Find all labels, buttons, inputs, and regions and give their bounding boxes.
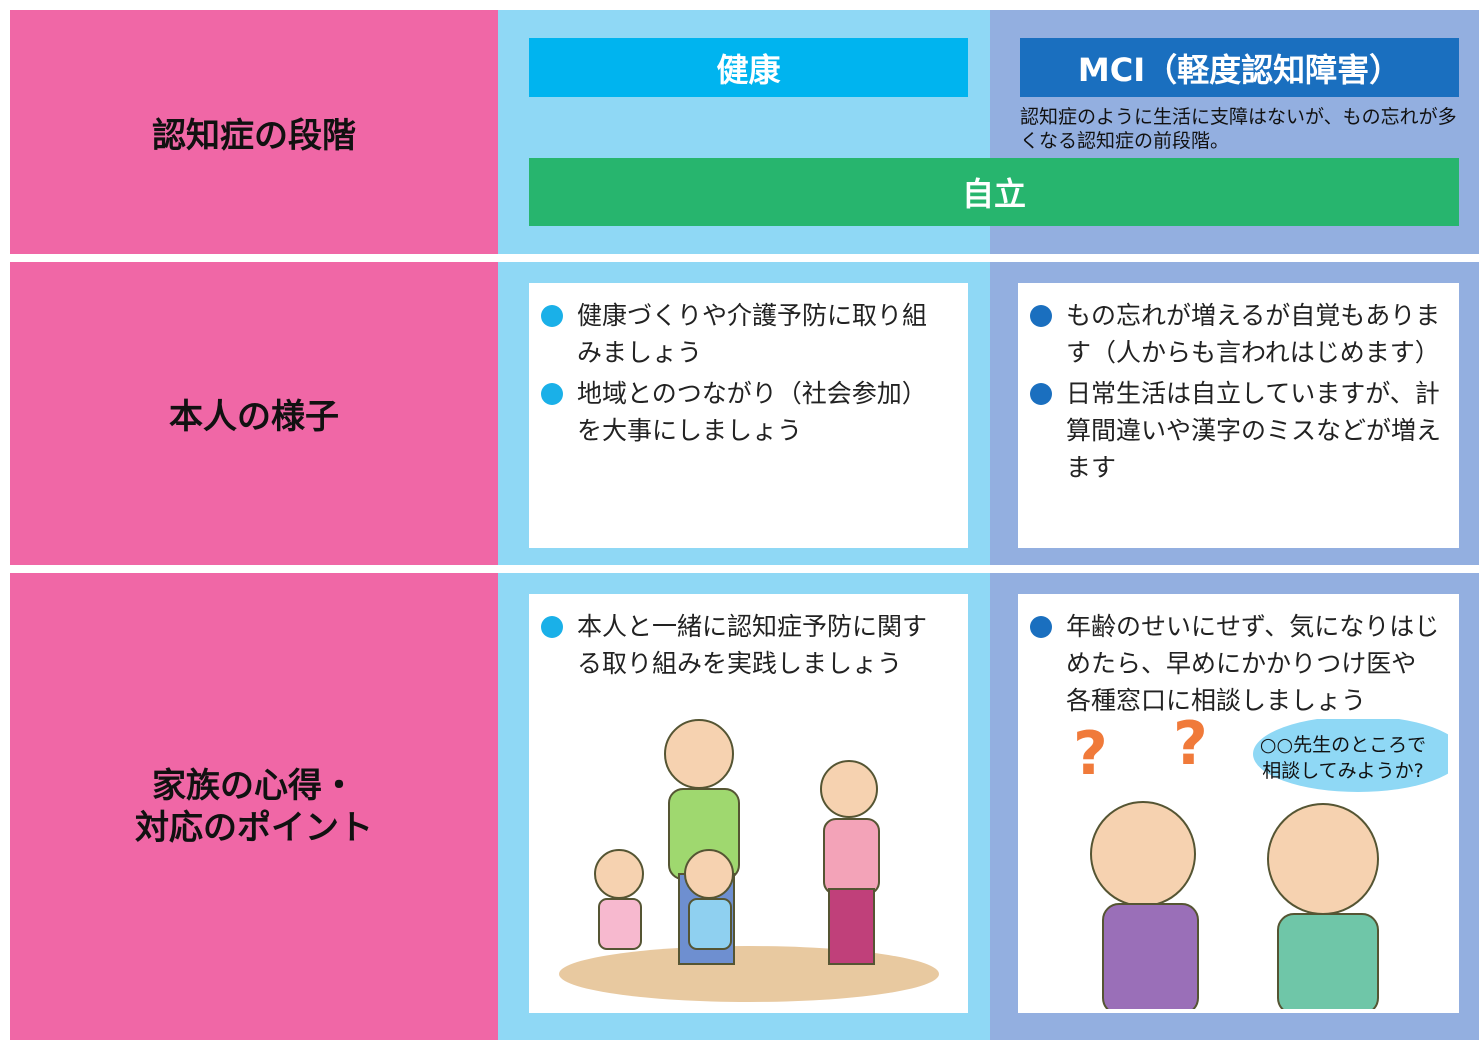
bullet: [1030, 383, 1052, 405]
family-healthy: 本人と一緒に認知症予防に関する取り組みを実践しましょう: [529, 594, 968, 1013]
bullet-item: 年齢のせいにせず、気になりはじめたら、早めにかかりつけ医や各種窓口に相談しましょ…: [1030, 608, 1441, 719]
label-text: 家族の心得・: [152, 765, 356, 806]
label-text: 対応のポイント: [135, 807, 373, 848]
bullet: [1030, 616, 1052, 638]
bullet: [541, 383, 563, 405]
bullet-item: 健康づくりや介護予防に取り組みましょう: [541, 297, 950, 371]
header-text: MCI（軽度認知障害）: [1077, 50, 1402, 89]
header-text: 自立: [961, 175, 1026, 213]
bullet-item: 地域とのつながり（社会参加）を大事にしましょう: [541, 375, 950, 449]
speech-text: ○○先生のところで: [1259, 734, 1427, 756]
mci-note: 認知症のように生活に支障はないが、もの忘れが多くなる認知症の前段階。: [1020, 106, 1457, 152]
bullet-item: もの忘れが増えるが自覚もあります（人からも言われはじめます）: [1030, 297, 1441, 371]
label-text: 認知症の段階: [152, 115, 356, 156]
label-text: 本人の様子: [169, 397, 339, 437]
row-label: 家族の心得・ 対応のポイント: [10, 573, 498, 1040]
consult-illustration: ? ?: [1073, 719, 1448, 1009]
item-text: 地域とのつながり（社会参加）を大事にしましょう: [577, 379, 927, 445]
bullet-item: 本人と一緒に認知症予防に関する取り組みを実践しましょう: [541, 608, 950, 682]
row-separator: [0, 565, 1479, 573]
row-separator: [0, 254, 1479, 262]
row-label: 認知症の段階: [10, 10, 498, 254]
mci-header: MCI（軽度認知障害）: [1020, 38, 1459, 97]
row-label: 本人の様子: [10, 262, 498, 565]
item-text: もの忘れが増えるが自覚もあります（人からも言われはじめます）: [1066, 301, 1441, 367]
label-column: [10, 10, 498, 1040]
family-mci: 年齢のせいにせず、気になりはじめたら、早めにかかりつけ医や各種窓口に相談しましょ…: [1018, 594, 1459, 1013]
svg-text:?: ?: [1173, 719, 1208, 779]
item-text: 本人と一緒に認知症予防に関する取り組みを実践しましょう: [577, 612, 928, 678]
healthy-header: 健康: [529, 38, 968, 97]
condition-mci: もの忘れが増えるが自覚もあります（人からも言われはじめます） 日常生活は自立して…: [1018, 283, 1459, 548]
speech-bubble: ○○先生のところで 相談してみようか?: [1238, 732, 1448, 784]
item-text: 年齢のせいにせず、気になりはじめたら、早めにかかりつけ医や各種窓口に相談しましょ…: [1066, 612, 1440, 715]
item-text: 日常生活は自立していますが、計算間違いや漢字のミスなどが増えます: [1066, 379, 1442, 482]
item-text: 健康づくりや介護予防に取り組みましょう: [577, 301, 928, 367]
exercise-illustration: [559, 719, 939, 1002]
bullet: [541, 616, 563, 638]
independent-band: 自立: [529, 158, 1459, 226]
speech-text: 相談してみようか?: [1262, 760, 1424, 782]
bullet: [1030, 305, 1052, 327]
bullet: [541, 305, 563, 327]
condition-healthy: 健康づくりや介護予防に取り組みましょう 地域とのつながり（社会参加）を大事にしま…: [529, 283, 968, 548]
svg-text:?: ?: [1073, 719, 1108, 789]
bullet-item: 日常生活は自立していますが、計算間違いや漢字のミスなどが増えます: [1030, 375, 1441, 486]
header-text: 健康: [716, 50, 781, 89]
